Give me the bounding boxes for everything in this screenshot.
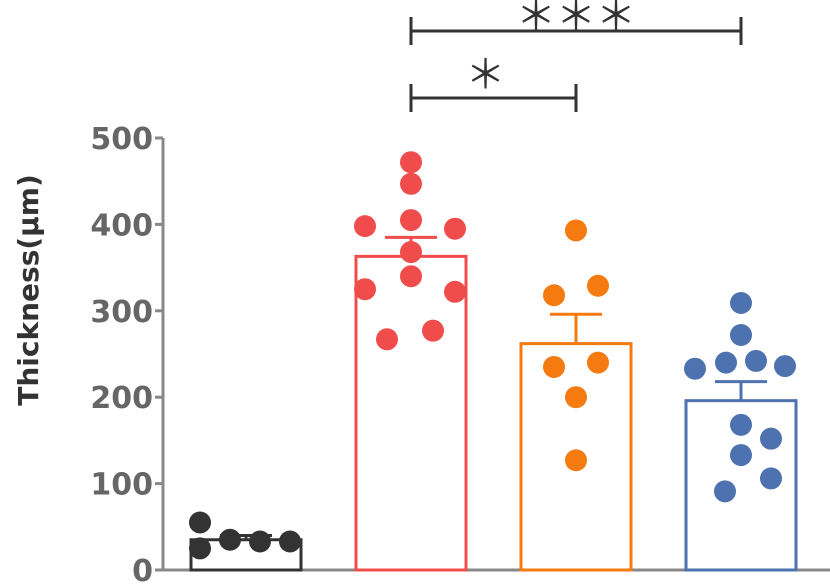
data-point [543,355,565,378]
data-point [219,528,241,551]
data-point [279,530,301,553]
data-point [189,537,211,560]
data-point [684,357,706,380]
data-points [189,151,796,560]
bar [354,254,468,572]
data-point [400,172,422,195]
data-point [760,427,782,450]
data-point [444,280,466,303]
data-point [730,292,752,315]
significance-label: ＊＊＊ [516,0,636,39]
data-point [376,328,398,351]
data-point [565,219,587,242]
y-tick-label: 200 [90,381,153,416]
y-tick-label: 500 [90,122,153,157]
data-point [565,386,587,409]
y-axis-label: Thickness(μm) [12,174,45,405]
data-point [774,355,796,378]
data-point [715,351,737,374]
data-point [587,351,609,374]
data-point [249,530,271,553]
data-point [760,467,782,490]
significance-brackets: ＊＊＊＊ [409,0,743,112]
bars [189,254,798,572]
y-tick-label: 0 [132,554,153,586]
data-point [354,215,376,238]
y-tick-label: 100 [90,468,153,503]
data-point [745,349,767,372]
data-point [400,209,422,232]
y-tick-label: 400 [90,208,153,243]
data-point [587,274,609,297]
data-point [730,323,752,346]
data-point [400,265,422,288]
significance-label: ＊ [466,52,506,98]
data-point [565,449,587,472]
y-tick-label: 300 [90,295,153,330]
data-point [714,480,736,503]
data-point [400,151,422,174]
data-point [444,217,466,240]
data-point [730,413,752,436]
data-point [354,278,376,301]
data-point [730,444,752,467]
data-point [189,511,211,534]
data-point [422,319,444,342]
data-point [400,241,422,264]
data-point [543,284,565,307]
